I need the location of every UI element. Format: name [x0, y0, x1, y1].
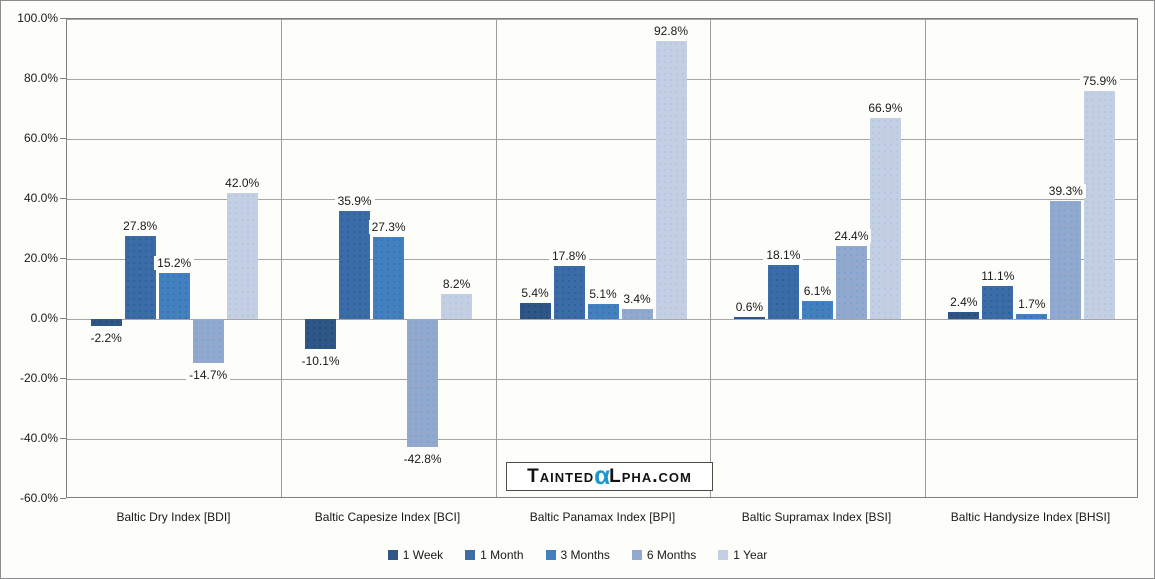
value-label: 0.6%: [732, 300, 767, 315]
bar: [1016, 313, 1048, 319]
value-label: -42.8%: [400, 452, 445, 467]
value-label: -10.1%: [298, 354, 343, 369]
legend-label: 1 Week: [402, 548, 444, 562]
category-label-bci: Baltic Capesize Index [BCI]: [314, 510, 461, 524]
value-label: 17.8%: [548, 248, 590, 263]
category-label-bdi: Baltic Dry Index [BDI]: [116, 510, 231, 524]
value-label: -14.7%: [186, 368, 231, 383]
value-label: 42.0%: [222, 176, 263, 190]
bar: [305, 319, 337, 350]
y-axis-tick-label: -60.0%: [1, 491, 66, 505]
category-label-bsi: Baltic Supramax Index [BSI]: [741, 510, 892, 524]
bar: [519, 302, 551, 319]
bar: [801, 300, 833, 319]
y-axis-tick-label: 0.0%: [1, 311, 66, 325]
bar: [621, 308, 653, 319]
y-axis-tick-label: -40.0%: [1, 431, 66, 445]
legend-label: 3 Months: [560, 548, 610, 562]
legend-item-1-year: 1 Year: [718, 548, 767, 562]
value-label: 8.2%: [439, 277, 474, 292]
value-label: 35.9%: [334, 194, 375, 209]
bar: [948, 311, 980, 319]
y-axis-tick-label: 20.0%: [1, 251, 66, 265]
bar: [441, 294, 473, 319]
value-label: 11.1%: [978, 268, 1018, 283]
value-label: 75.9%: [1079, 74, 1120, 89]
legend-swatch-icon: [718, 550, 729, 560]
plot-area: -2.2% -10.1% 5.4% 0.6% 2.4% 27.8% 35.9% 17.8% 18…: [66, 18, 1138, 498]
y-axis-tick-label: -20.0%: [1, 371, 66, 385]
taintedalpha-logo: Tainted α lpha.com: [506, 462, 713, 491]
legend-label: 6 Months: [646, 548, 697, 562]
category-label-bhsi: Baltic Handysize Index [BHSI]: [950, 510, 1111, 524]
bar: [90, 319, 122, 326]
y-axis-tick-label: 100.0%: [1, 11, 66, 25]
bar: [655, 40, 687, 319]
logo-text-right: lpha.com: [609, 466, 692, 487]
bar: [982, 285, 1014, 319]
value-label: 15.2%: [154, 256, 195, 271]
bar: [767, 264, 799, 319]
category-divider-line: [495, 19, 497, 497]
legend: 1 Week 1 Month 3 Months 6 Months 1 Year: [1, 548, 1154, 562]
bar: [373, 237, 405, 319]
value-label: 5.4%: [518, 285, 552, 300]
value-label: 2.4%: [947, 294, 981, 309]
value-label: 3.4%: [620, 291, 654, 306]
y-axis-tick-label: 60.0%: [1, 131, 66, 145]
legend-item-1-month: 1 Month: [465, 548, 524, 562]
category-divider-line: [710, 19, 712, 497]
legend-swatch-icon: [387, 550, 398, 560]
legend-item-1-week: 1 Week: [387, 548, 444, 562]
bar: [226, 193, 258, 319]
bar: [158, 273, 190, 319]
bar: [553, 265, 585, 319]
value-label: 1.7%: [1015, 296, 1049, 311]
logo-alpha-glyph: α: [594, 459, 611, 490]
bar: [1050, 201, 1082, 319]
legend-swatch-icon: [545, 550, 556, 560]
legend-item-6-months: 6 Months: [631, 548, 697, 562]
value-label: 27.3%: [368, 220, 409, 235]
bar: [733, 317, 765, 319]
category-divider-line: [281, 19, 283, 497]
category-divider-line: [924, 19, 926, 497]
bar: [869, 118, 901, 319]
bar: [124, 235, 156, 319]
value-label: 39.3%: [1045, 184, 1086, 199]
legend-swatch-icon: [465, 550, 476, 560]
bar: [339, 211, 371, 319]
value-label: 66.9%: [865, 101, 906, 116]
value-label: -2.2%: [87, 330, 125, 345]
bar: [407, 319, 439, 448]
value-label: 24.4%: [831, 228, 872, 243]
legend-swatch-icon: [631, 550, 642, 560]
value-label: 6.1%: [800, 283, 835, 298]
y-axis-tick-label: 40.0%: [1, 191, 66, 205]
legend-label: 1 Month: [480, 548, 524, 562]
value-label: 18.1%: [763, 247, 804, 262]
value-label: 5.1%: [586, 286, 620, 301]
logo-text-left: Tainted: [527, 466, 595, 487]
category-label-bpi: Baltic Panamax Index [BPI]: [529, 510, 676, 524]
bar: [1084, 91, 1116, 319]
bar: [192, 319, 224, 364]
bar: [587, 303, 619, 319]
bar: [835, 245, 867, 319]
y-axis-tick-label: 80.0%: [1, 71, 66, 85]
legend-item-3-months: 3 Months: [545, 548, 610, 562]
legend-label: 1 Year: [733, 548, 768, 562]
value-label: 92.8%: [650, 23, 692, 38]
value-label: 27.8%: [120, 218, 161, 233]
